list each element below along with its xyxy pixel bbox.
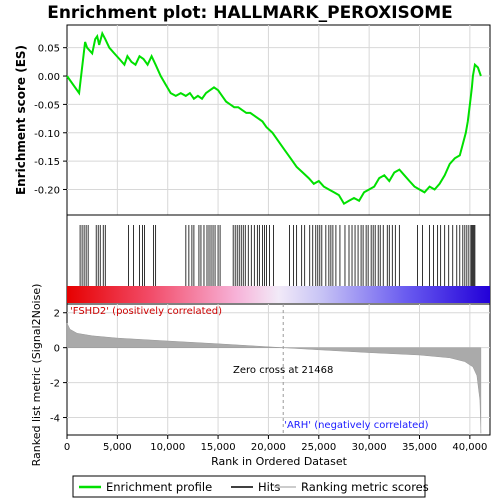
x-tick-label: 0 bbox=[64, 442, 70, 453]
x-tick-label: 30,000 bbox=[352, 442, 387, 453]
es-panel-frame bbox=[66, 24, 491, 216]
es-tick-label: 0.05 bbox=[38, 44, 60, 55]
metric-tick-label: -2 bbox=[50, 379, 60, 390]
x-tick-label: 10,000 bbox=[150, 442, 185, 453]
hit-markers bbox=[79, 225, 476, 286]
x-tick-label: 40,000 bbox=[452, 442, 487, 453]
x-tick-label: 15,000 bbox=[201, 442, 236, 453]
x-axis-label: Rank in Ordered Dataset bbox=[211, 455, 348, 468]
es-tick-label: -0.10 bbox=[34, 129, 60, 140]
positive-correlation-label: 'FSHD2' (positively correlated) bbox=[70, 306, 222, 317]
metric-tick-label: -4 bbox=[50, 414, 60, 425]
x-tick-label: 5,000 bbox=[103, 442, 132, 453]
rank-color-bar bbox=[67, 286, 490, 303]
x-tick-label: 35,000 bbox=[402, 442, 437, 453]
es-y-axis-label: Enrichment score (ES) bbox=[14, 45, 28, 195]
legend-label-hits: Hits bbox=[258, 480, 280, 494]
metric-tick-label: 0 bbox=[54, 344, 60, 355]
x-axis-ticks: 0 5,000 10,000 15,000 20,000 25,000 30,000 35,0… bbox=[64, 435, 487, 453]
es-tick-label: -0.05 bbox=[34, 100, 60, 111]
chart-title: Enrichment plot: HALLMARK_PEROXISOME bbox=[47, 3, 453, 23]
metric-y-ticks: 2 0 -2 -4 bbox=[50, 309, 67, 425]
metric-panel-frame bbox=[66, 303, 491, 436]
x-tick-label: 20,000 bbox=[251, 442, 286, 453]
metric-tick-label: 2 bbox=[54, 309, 60, 320]
es-gridlines bbox=[67, 25, 490, 215]
metric-y-axis-label: Ranked list metric (Signal2Noise) bbox=[30, 284, 43, 467]
legend-label-metric: Ranking metric scores bbox=[301, 480, 429, 494]
legend-label-enrichment: Enrichment profile bbox=[106, 480, 212, 494]
zero-cross-label: Zero cross at 21468 bbox=[233, 365, 333, 376]
ranking-metric-area bbox=[66, 323, 482, 434]
enrichment-profile-line bbox=[66, 30, 482, 206]
es-tick-label: 0.00 bbox=[38, 72, 60, 83]
es-y-ticks: 0.05 0.00 -0.05 -0.10 -0.15 -0.20 bbox=[34, 44, 67, 196]
es-tick-label: -0.20 bbox=[34, 185, 60, 196]
x-tick-label: 25,000 bbox=[301, 442, 336, 453]
negative-correlation-label: 'ARH' (negatively correlated) bbox=[284, 420, 428, 431]
es-tick-label: -0.15 bbox=[34, 157, 60, 168]
